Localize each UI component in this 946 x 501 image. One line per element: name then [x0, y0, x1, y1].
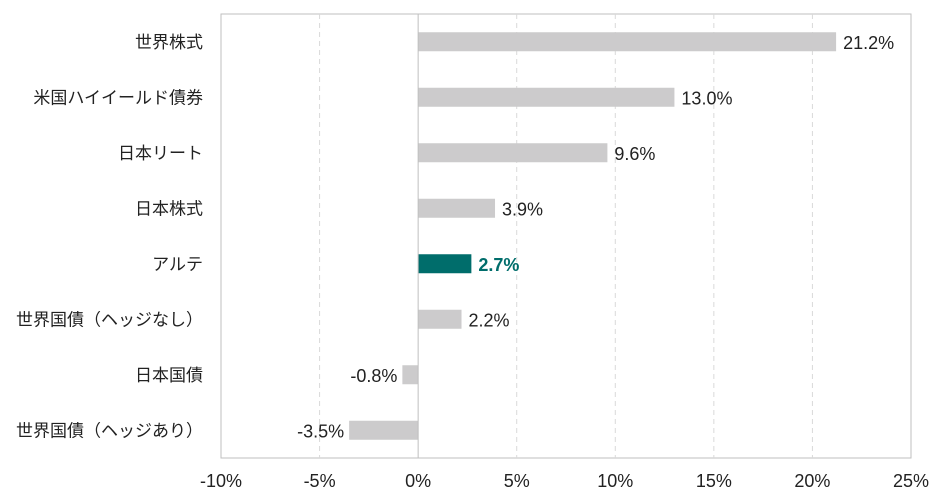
x-tick-label: 5% — [504, 471, 530, 491]
category-label: 日本国債 — [135, 366, 203, 386]
bar — [418, 309, 462, 329]
bar — [349, 420, 419, 440]
x-tick-label: -5% — [304, 471, 336, 491]
category-label: 日本株式 — [135, 199, 203, 219]
x-tick-labels: -10% -5% 0% 5% 10% 15% 20% 25% — [200, 471, 929, 491]
bar — [418, 32, 837, 52]
data-label: 2.2% — [469, 310, 510, 330]
data-label: 21.2% — [843, 33, 894, 53]
data-label: 9.6% — [614, 144, 655, 164]
category-label: 世界国債（ヘッジなし） — [16, 310, 203, 330]
category-label: アルテ — [152, 255, 203, 275]
plot-area — [220, 13, 912, 459]
bar — [402, 365, 419, 385]
x-tick-label: 15% — [696, 471, 732, 491]
category-label: 世界国債（ヘッジあり） — [16, 421, 203, 441]
data-label: 2.7% — [478, 255, 519, 275]
data-label: 13.0% — [681, 88, 732, 108]
data-label: -0.8% — [350, 366, 397, 386]
x-tick-label: 25% — [893, 471, 929, 491]
value-labels: 21.2% 13.0% 9.6% 3.9% 2.7% 2.2% -0.8% -3.5% — [297, 33, 894, 442]
bars — [349, 32, 837, 440]
x-tick-label: 0% — [405, 471, 431, 491]
x-tick-label: 10% — [597, 471, 633, 491]
data-label: 3.9% — [502, 199, 543, 219]
category-label: 米国ハイイールド債券 — [33, 88, 203, 108]
bar — [418, 143, 608, 163]
bar — [418, 254, 472, 274]
bar — [418, 198, 496, 218]
data-label: -3.5% — [297, 421, 344, 441]
bar — [418, 87, 675, 107]
x-tick-label: 20% — [794, 471, 830, 491]
category-label: 世界株式 — [135, 33, 203, 53]
x-tick-label: -10% — [200, 471, 242, 491]
category-label: 日本リート — [118, 144, 203, 164]
